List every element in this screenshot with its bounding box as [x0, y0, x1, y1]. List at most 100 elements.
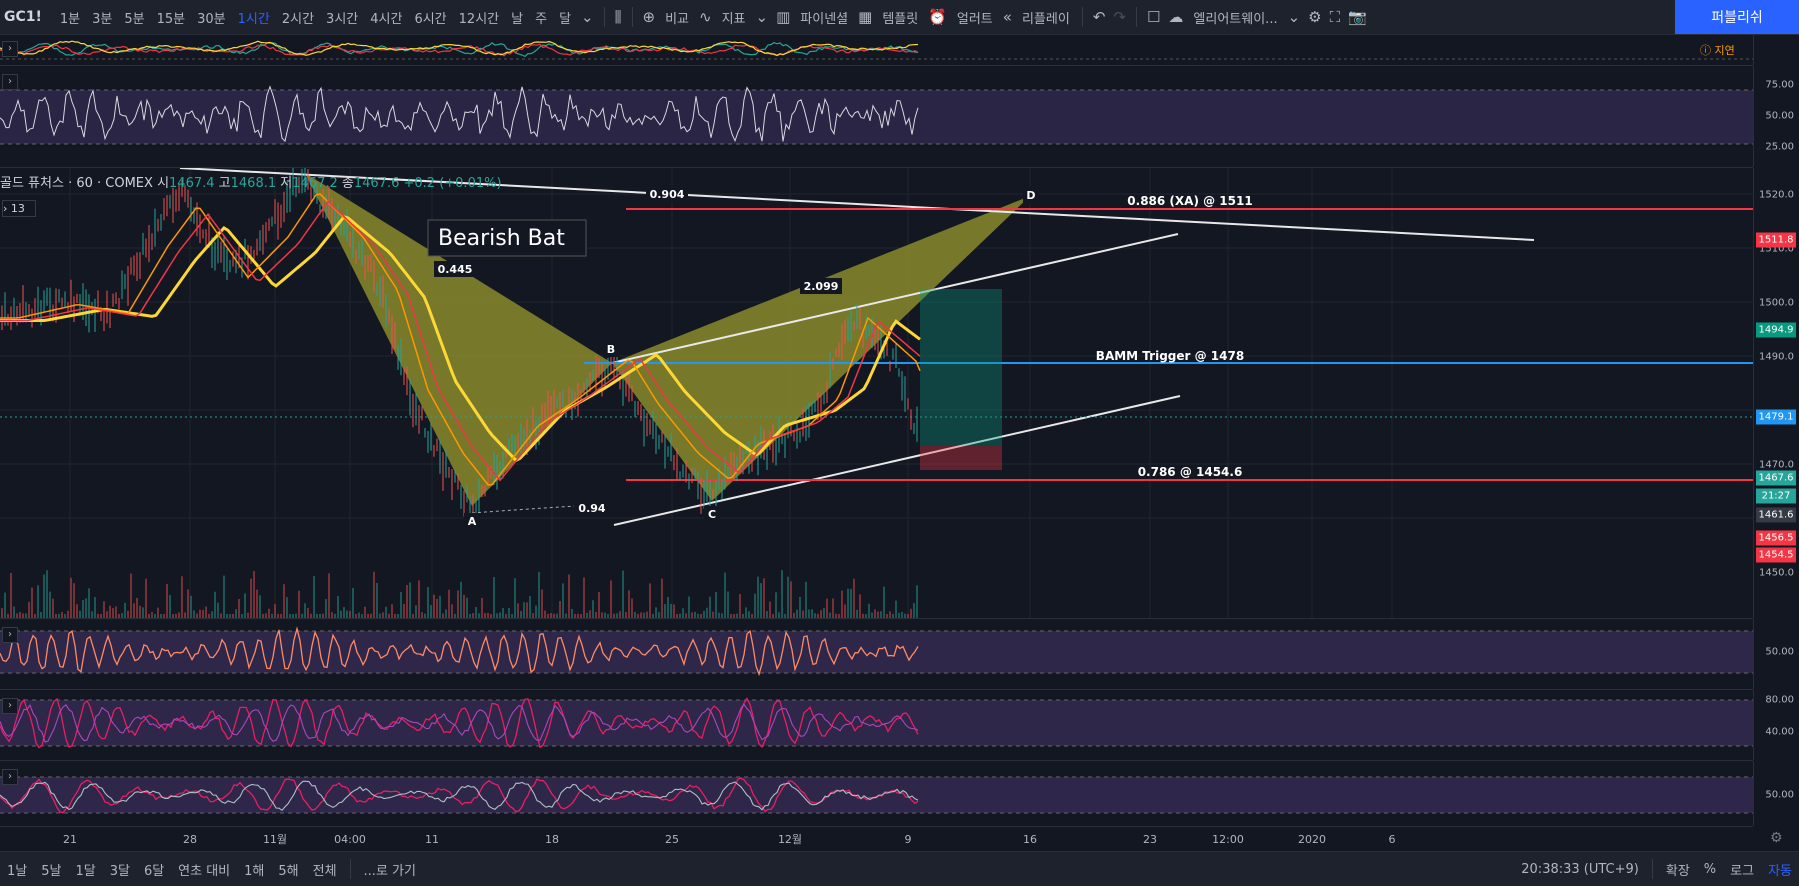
time-label: 12월	[778, 833, 802, 846]
plus-circle-icon[interactable]: ⊕	[642, 8, 656, 26]
volume-bar	[301, 613, 303, 618]
cloud-icon[interactable]: ☁	[1168, 8, 1184, 26]
volume-bar	[361, 613, 363, 618]
collapse-icon[interactable]: ›	[2, 41, 18, 57]
interval-day[interactable]: 날	[511, 11, 524, 27]
auto-toggle[interactable]: 자동	[1768, 863, 1792, 879]
volume-bar	[262, 613, 264, 618]
clock[interactable]: 20:38:33 (UTC+9)	[1521, 861, 1639, 877]
collapse-icon[interactable]: ›	[2, 698, 18, 714]
chevron-down-icon[interactable]: ⌄	[755, 8, 769, 26]
interval-4h[interactable]: 4시간	[370, 11, 403, 27]
collapse-icon[interactable]: ›	[2, 627, 18, 643]
volume-bar	[427, 586, 429, 618]
volume-bar	[601, 612, 603, 618]
volume-bar	[283, 584, 285, 618]
volume-bar	[814, 613, 816, 618]
interval-month[interactable]: 달	[559, 11, 572, 27]
volume-bar	[70, 577, 72, 618]
interval-5m[interactable]: 5분	[124, 11, 145, 27]
volume-bar	[409, 582, 411, 618]
templates-icon[interactable]: ▦	[858, 8, 873, 26]
long-position-target[interactable]	[920, 289, 1002, 446]
range-5d[interactable]: 5날	[41, 863, 62, 879]
interval-15m[interactable]: 15분	[156, 11, 186, 27]
redo-icon[interactable]: ↷	[1113, 8, 1126, 26]
range-1d[interactable]: 1날	[7, 863, 28, 879]
goto-button[interactable]: ...로 가기	[363, 863, 416, 879]
oscillator-pane-2[interactable]: ›	[0, 690, 1753, 761]
volume-bar	[715, 592, 717, 618]
volume-bar	[553, 613, 555, 618]
checkbox-icon[interactable]: ☐	[1146, 8, 1161, 26]
volume-bar	[688, 596, 690, 618]
range-all[interactable]: 전체	[312, 863, 337, 879]
templates-button[interactable]: 템플릿	[882, 11, 919, 27]
volume-bar	[274, 604, 276, 618]
oscillator-pane-1[interactable]: ›	[0, 619, 1753, 690]
delay-label: 지연	[1714, 44, 1735, 57]
range-3m[interactable]: 3달	[109, 863, 130, 879]
indicators-button[interactable]: 지표	[721, 11, 746, 27]
fullscreen-icon[interactable]: ⛶	[1329, 8, 1341, 26]
volume-bar	[100, 613, 102, 618]
interval-6h[interactable]: 6시간	[414, 11, 447, 27]
interval-2h[interactable]: 2시간	[281, 11, 315, 27]
interval-12h[interactable]: 12시간	[458, 11, 500, 27]
divider	[603, 7, 605, 27]
range-1y[interactable]: 1해	[244, 863, 265, 879]
interval-3h[interactable]: 3시간	[326, 11, 359, 27]
volume-bar	[16, 613, 18, 618]
time-axis[interactable]: 21 28 11월 04:00 11 18 25 12월 9 16 23 12:…	[0, 826, 1753, 851]
interval-week[interactable]: 주	[535, 11, 548, 27]
volume-bar	[190, 595, 192, 618]
main-chart-pane[interactable]: Bearish Bat 0.445 0.904 2.099 0.94 A B C…	[0, 162, 1753, 619]
publish-button[interactable]: 퍼블리쉬	[1675, 0, 1799, 34]
camera-icon[interactable]: 📷	[1348, 8, 1367, 26]
interval-1m[interactable]: 1분	[59, 11, 81, 27]
ma-slow	[0, 215, 921, 463]
percent-toggle[interactable]: %	[1703, 861, 1717, 877]
range-1m[interactable]: 1달	[75, 863, 96, 879]
candlestick-icon[interactable]: ⫼	[614, 8, 622, 26]
volume-bar	[187, 589, 189, 618]
range-5y[interactable]: 5해	[278, 863, 299, 879]
oscillator-pane-top[interactable]: › ⓘ 지연	[0, 35, 1753, 66]
collapse-icon[interactable]: ›	[2, 769, 18, 785]
chevron-down-icon[interactable]: ⌄	[581, 8, 594, 26]
range-6m[interactable]: 6달	[143, 863, 165, 879]
interval-1h[interactable]: 1시간	[237, 11, 270, 27]
delay-notice[interactable]: ⓘ 지연	[1700, 44, 1735, 57]
legend-name[interactable]: 골드 퓨처스 · 60 · COMEX	[0, 176, 153, 191]
log-toggle[interactable]: 로그	[1730, 863, 1755, 879]
gear-icon[interactable]: ⚙	[1770, 830, 1783, 846]
oscillator-pane-3[interactable]: ›	[0, 761, 1753, 827]
volume-bar	[685, 613, 687, 618]
range-ytd[interactable]: 연초 대비	[178, 863, 231, 879]
volume-bar	[889, 611, 891, 618]
rewind-icon[interactable]: «	[1002, 8, 1012, 26]
gear-icon[interactable]: ⚙	[1308, 8, 1322, 26]
volume-bar	[649, 583, 651, 618]
financials-button[interactable]: 파이넨셜	[800, 11, 849, 27]
replay-button[interactable]: 리플레이	[1021, 11, 1070, 27]
extend-toggle[interactable]: 확장	[1665, 863, 1690, 879]
financials-icon[interactable]: ▥	[776, 8, 791, 26]
interval-30m[interactable]: 30분	[197, 11, 226, 27]
collapse-icon[interactable]: ›	[2, 74, 18, 90]
long-position-stop[interactable]	[920, 446, 1002, 470]
indicator-icon[interactable]: ∿	[699, 8, 712, 26]
chevron-down-icon[interactable]: ⌄	[1287, 8, 1301, 26]
undo-icon[interactable]: ↶	[1092, 8, 1106, 26]
rsi-pane[interactable]: ›	[0, 66, 1753, 168]
indicators-toggle[interactable]: › 13	[2, 200, 36, 217]
volume-bar	[880, 611, 882, 618]
symbol-search[interactable]: GC1!	[4, 9, 42, 25]
volume-bar	[694, 611, 696, 618]
layout-name[interactable]: 엘리어트웨이...	[1193, 11, 1278, 27]
compare-button[interactable]: 비교	[665, 11, 690, 27]
alarm-clock-icon[interactable]: ⏰	[928, 8, 947, 26]
volume-bar	[157, 607, 159, 618]
interval-3m[interactable]: 3분	[92, 11, 113, 27]
alert-button[interactable]: 얼러트	[956, 11, 993, 27]
